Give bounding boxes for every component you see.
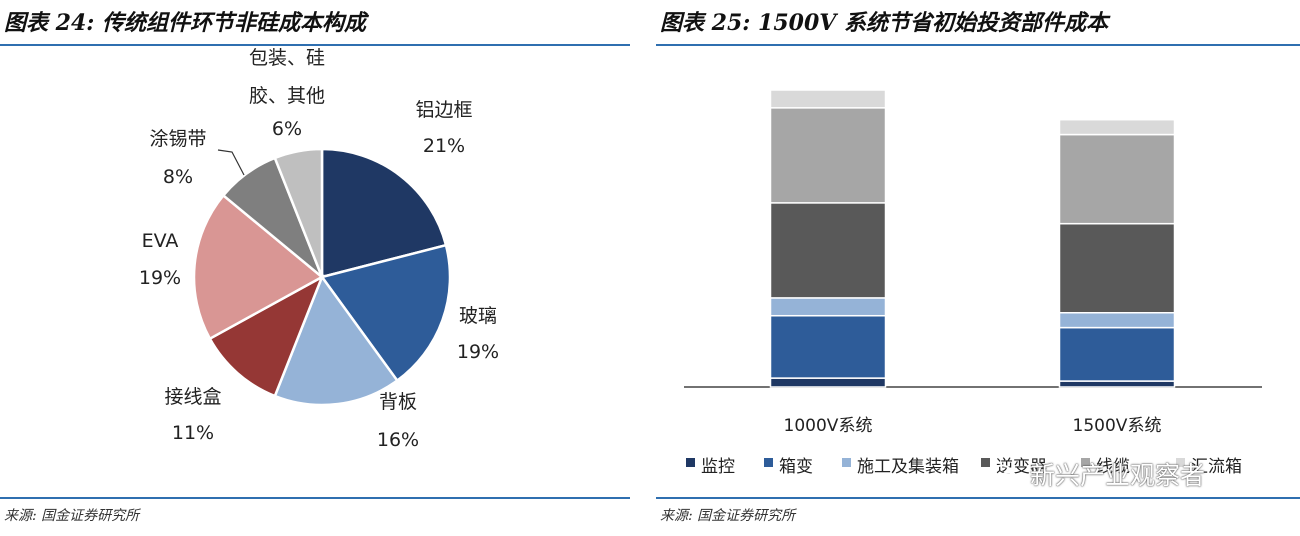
pie-slice <box>319 243 452 383</box>
slice-name-label: 接线盒 <box>164 386 221 408</box>
slice-name-label: 涂锡带 <box>149 128 206 150</box>
slice-percent-label: 6% <box>272 118 302 140</box>
pie-chart-title: 图表 24: 传统组件环节非硅成本构成 <box>4 10 367 36</box>
pie-chart-panel: 图表 24: 传统组件环节非硅成本构成 铝边框 21% 玻璃 19% 背板 16% 接线盒 1… <box>0 0 630 536</box>
legend-swatch <box>1081 458 1090 467</box>
bar-segment <box>1058 118 1176 136</box>
bar-segment <box>769 202 887 299</box>
slice-percent-label: 16% <box>377 429 419 451</box>
bar-chart-source: 来源: 国金证券研究所 <box>660 508 796 524</box>
bar-chart-title: 图表 25: 1500V 系统节省初始投资部件成本 <box>660 10 1109 36</box>
slice-percent-label: 8% <box>163 166 193 188</box>
slice-percent-label: 19% <box>457 341 499 363</box>
legend-label: 监控 <box>701 457 735 477</box>
bar-segment <box>1058 133 1176 225</box>
legend-swatch <box>686 458 695 467</box>
slice-percent-label: 19% <box>139 267 181 289</box>
bar-segment <box>1058 222 1176 314</box>
leader-line <box>217 149 245 176</box>
x-tick-label: 1000V系统 <box>784 416 873 436</box>
slice-percent-label: 11% <box>172 422 214 444</box>
legend-swatch <box>1176 458 1185 467</box>
slice-name-label: EVA <box>142 230 179 252</box>
pie-slice <box>273 274 399 407</box>
pie-slice <box>192 193 325 341</box>
bar-segment <box>769 377 887 388</box>
pie-chart-source: 来源: 国金证券研究所 <box>4 508 140 524</box>
bar-segment <box>1058 380 1176 388</box>
bar-segment <box>1058 312 1176 329</box>
legend-label: 线缆 <box>1096 457 1130 477</box>
watermark-text: 新兴产业观察者 <box>1030 461 1206 490</box>
slice-name-label: 背板 <box>379 391 417 413</box>
slice-name-label: 玻璃 <box>459 305 497 327</box>
slice-percent-label: 21% <box>423 135 465 157</box>
legend-label: 箱变 <box>779 457 813 477</box>
pie-slice <box>273 147 324 278</box>
bar-segment <box>769 107 887 204</box>
legend-swatch <box>842 458 851 467</box>
title-rule <box>656 44 1300 46</box>
wechat-icon <box>992 464 1018 485</box>
legend-swatch <box>764 458 773 467</box>
source-rule <box>0 497 630 499</box>
x-tick-label: 1500V系统 <box>1073 416 1162 436</box>
legend-label: 汇流箱 <box>1191 457 1242 477</box>
bar-segment <box>769 314 887 379</box>
title-rule <box>0 44 630 46</box>
legend-label: 施工及集装箱 <box>857 457 959 477</box>
pie-slice <box>320 147 448 279</box>
slice-name-label: 包装、硅 <box>249 47 325 69</box>
pie-slice <box>208 274 325 398</box>
slice-name-label: 铝边框 <box>415 99 472 121</box>
bar-segment <box>1058 326 1176 382</box>
bar-chart-panel: 图表 25: 1500V 系统节省初始投资部件成本 1000V系统 1500V系统… <box>656 0 1300 536</box>
bar-segment <box>769 89 887 109</box>
pie-chart: 铝边框 21% 玻璃 19% 背板 16% 接线盒 11% EVA 19% 涂锡带 8% 包装、硅胶、其… <box>139 47 499 451</box>
source-rule <box>656 497 1300 499</box>
bar-segment <box>769 297 887 317</box>
legend-swatch <box>981 458 990 467</box>
slice-name-label: 胶、其他 <box>249 85 325 107</box>
